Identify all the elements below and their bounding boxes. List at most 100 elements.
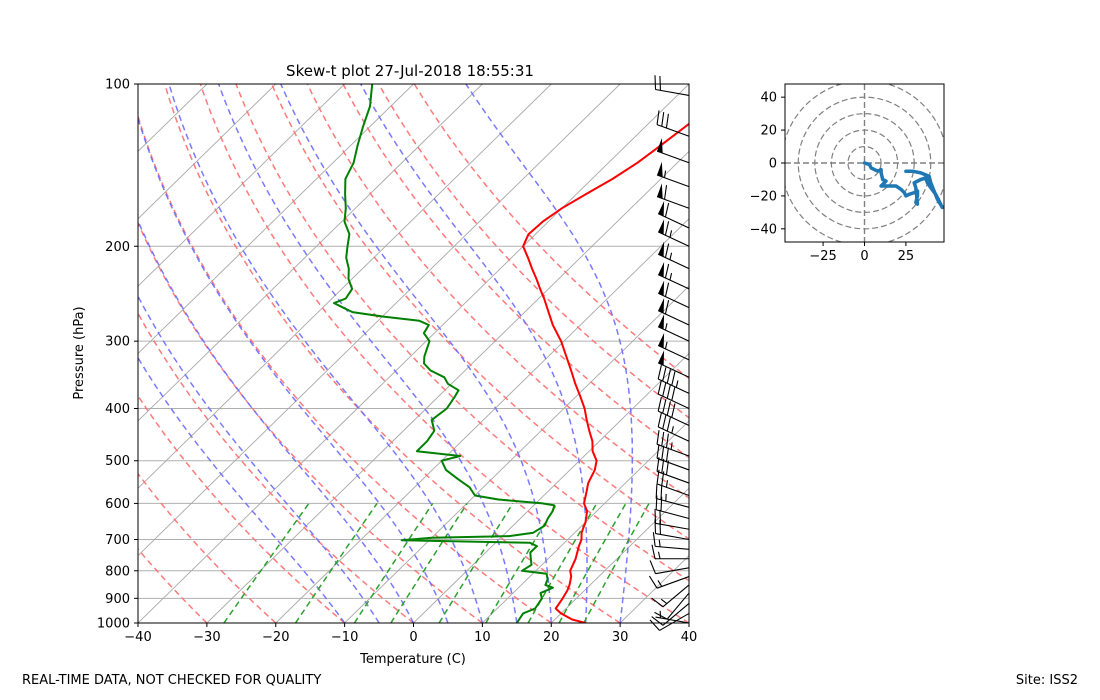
barb-shaft	[655, 567, 690, 575]
x-tick-label: −40	[124, 630, 151, 645]
barb-shaft	[657, 410, 690, 426]
hodograph-y-tick-label: 0	[769, 157, 777, 172]
barb-half-feather	[660, 598, 668, 605]
barb-full-feather	[661, 112, 665, 127]
x-tick-label: 30	[612, 630, 629, 645]
y-tick-label: 300	[105, 335, 130, 350]
wind-barb	[657, 219, 690, 247]
wind-barb	[651, 603, 690, 626]
wind-barb	[656, 430, 690, 457]
y-tick-label: 400	[105, 402, 130, 417]
y-tick-label: 600	[105, 497, 130, 512]
barb-full-feather	[660, 485, 663, 500]
barb-full-feather	[657, 380, 662, 395]
y-tick-label: 1000	[97, 617, 130, 632]
barb-half-feather	[664, 323, 668, 331]
moist-adiabat-line	[168, 84, 484, 623]
barb-full-feather	[661, 458, 665, 474]
barb-full-feather	[649, 560, 657, 574]
barb-flag	[657, 183, 663, 199]
wind-barb	[656, 110, 690, 137]
dry-adiabat-line	[235, 84, 689, 582]
temperature-profile-line	[522, 122, 689, 623]
barb-flag	[658, 332, 665, 349]
hodograph-y-tick-label: −40	[750, 222, 777, 237]
barb-half-feather	[658, 539, 661, 547]
moist-adiabat-line	[465, 84, 634, 623]
barb-full-feather	[665, 433, 669, 448]
y-tick-label: 100	[105, 78, 130, 93]
wind-barb	[656, 183, 690, 209]
isotherm-line	[138, 84, 345, 287]
barb-shaft	[656, 483, 690, 497]
barb-half-feather	[665, 480, 668, 488]
y-tick-label: 700	[105, 533, 130, 548]
barb-half-feather	[657, 551, 661, 559]
barb-full-feather	[671, 386, 676, 401]
barb-full-feather	[657, 396, 662, 412]
barb-flag	[658, 219, 665, 235]
mixing-ratio-line	[583, 503, 650, 623]
barb-shaft	[657, 426, 690, 442]
barb-full-feather	[661, 431, 665, 447]
barb-full-feather	[654, 509, 657, 524]
y-tick-label: 900	[105, 592, 130, 607]
barb-shaft	[656, 124, 690, 137]
x-tick-label: 40	[681, 630, 698, 645]
barb-shaft	[657, 393, 690, 410]
skewt-x-axis-label: Temperature (C)	[359, 652, 466, 667]
barb-full-feather	[654, 75, 657, 90]
barb-full-feather	[666, 384, 671, 399]
barb-full-feather	[671, 371, 676, 386]
isotherm-line	[550, 487, 689, 623]
skewt-title: Skew-t plot 27-Jul-2018 18:55:31	[286, 62, 534, 80]
barb-full-feather	[664, 299, 670, 315]
wind-barb	[657, 350, 690, 378]
barb-shaft	[662, 584, 690, 608]
hodograph-x-tick-label: −25	[809, 249, 836, 264]
skewt-axes: −40 −30 −20 −10 0 10 20 30 40 100 200 300 400 500 600 7…	[97, 78, 697, 646]
dry-adiabat-line	[138, 221, 483, 623]
barb-flag	[658, 297, 665, 314]
hodograph-axes: −25 0 25 −40 −20 0 20 40	[750, 91, 915, 264]
barb-full-feather	[666, 401, 671, 416]
wind-barb	[657, 314, 690, 342]
barb-half-feather	[670, 442, 673, 450]
barb-full-feather	[659, 76, 661, 91]
barb-shaft	[662, 603, 690, 626]
barb-flag	[658, 200, 665, 217]
isotherm-line	[138, 84, 277, 220]
hodograph-trace	[862, 161, 944, 210]
wind-barb	[656, 457, 690, 484]
wind-barb	[657, 396, 690, 426]
barb-full-feather	[657, 364, 662, 380]
wind-barb	[657, 280, 690, 309]
barb-full-feather	[654, 611, 668, 620]
wind-barb	[656, 161, 690, 188]
barb-flag	[658, 280, 665, 296]
dry-adiabat-line	[271, 84, 689, 540]
barb-half-feather	[671, 426, 674, 434]
x-tick-label: 0	[409, 630, 417, 645]
moist-adiabat-line	[280, 84, 553, 623]
hodograph-x-tick-label: 0	[860, 249, 868, 264]
moist-adiabat-line	[360, 84, 588, 623]
barb-shaft	[655, 533, 690, 541]
dry-adiabat-line	[413, 84, 689, 380]
barb-full-feather	[656, 444, 660, 459]
barb-full-feather	[665, 460, 669, 475]
barb-full-feather	[649, 619, 660, 631]
moist-adiabat-line	[138, 219, 415, 623]
barb-flag	[657, 137, 663, 154]
hodograph-ring	[847, 145, 882, 181]
dry-adiabat-line	[342, 84, 689, 459]
barb-full-feather	[659, 509, 661, 525]
wind-barb	[656, 137, 690, 164]
barb-full-feather	[651, 597, 664, 608]
barb-full-feather	[657, 412, 662, 427]
wind-barb	[657, 412, 690, 442]
isotherm-line	[413, 352, 689, 623]
barb-flag	[658, 241, 665, 257]
barb-full-feather	[662, 382, 667, 397]
wind-barb	[654, 75, 690, 96]
